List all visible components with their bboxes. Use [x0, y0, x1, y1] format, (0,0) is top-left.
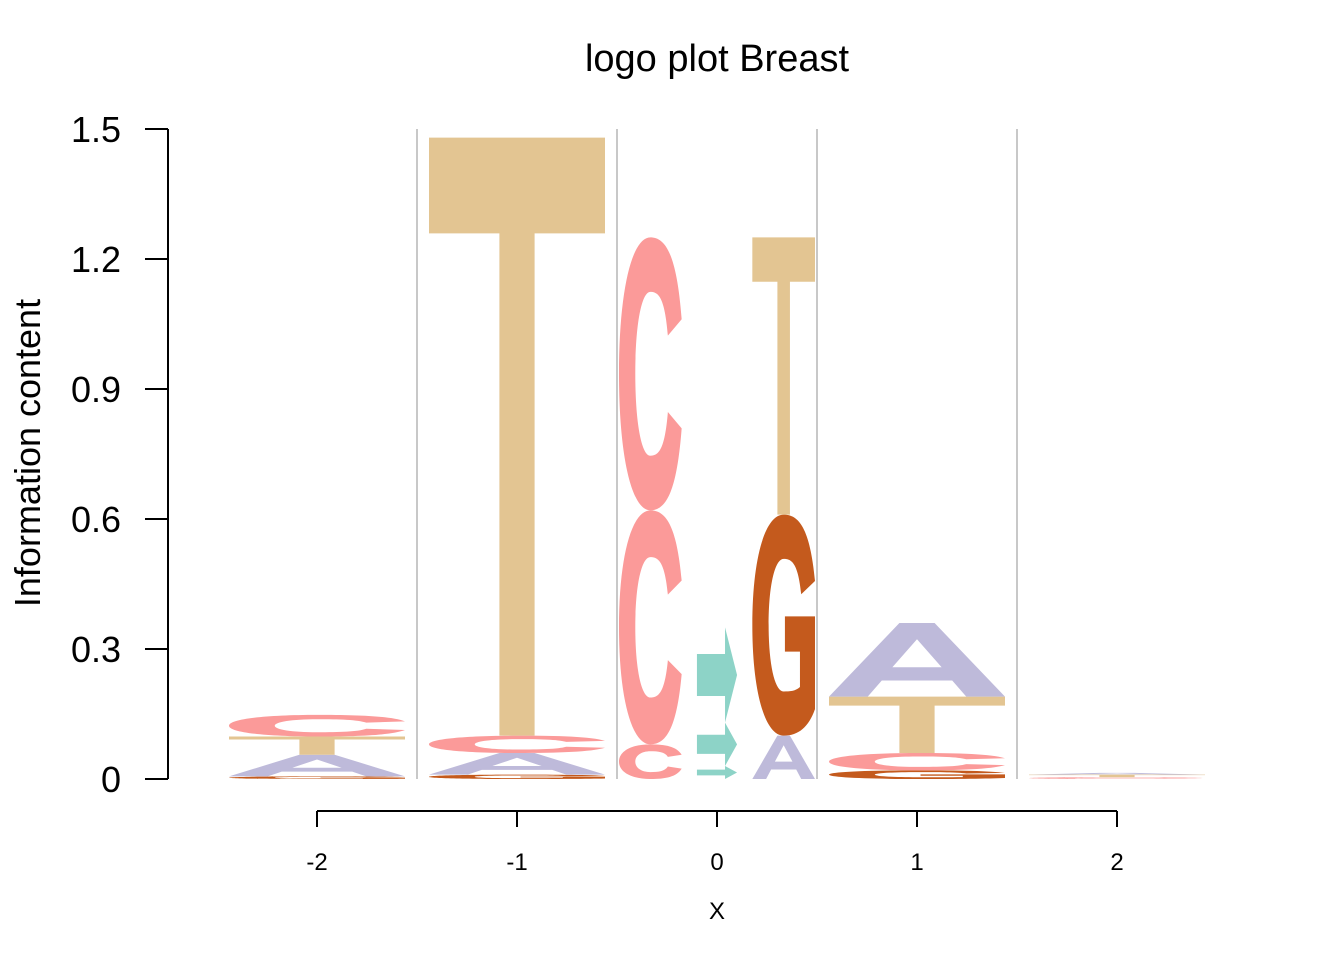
logo-letter-C: [229, 714, 405, 737]
logo-letter-C: [429, 735, 605, 753]
logo-letter-G: [429, 774, 605, 779]
x-axis-label: X: [709, 898, 725, 925]
logo-letter-A: [752, 735, 815, 779]
y-tick-label: 0.3: [71, 629, 121, 670]
x-tick-label: 0: [710, 849, 723, 876]
x-tick-label: 2: [1110, 849, 1123, 876]
y-tick-label: 0.6: [71, 499, 121, 540]
logo-letter-T: [752, 237, 815, 515]
logo-letter-C: [829, 753, 1005, 771]
logo-letter-G: [829, 770, 1005, 779]
logo-letter-T: [429, 137, 605, 736]
x-tick-label: 1: [910, 849, 923, 876]
y-tick-label: 0: [101, 759, 121, 800]
logo-letter-A: [229, 754, 405, 777]
chart-title: logo plot Breast: [585, 38, 849, 80]
y-tick-label: 1.5: [71, 109, 121, 150]
logo-letter-A: [429, 753, 605, 775]
y-tick-label: 0.9: [71, 369, 121, 410]
logo-letter-C: [1029, 777, 1205, 779]
x-axis: -2 -1 0 1 2: [306, 810, 1124, 876]
logo-letter-C: [619, 510, 682, 745]
logo-letters: [229, 137, 1205, 779]
logo-letter-G: [229, 776, 405, 779]
y-tick-label: 1.2: [71, 239, 121, 280]
x-tick-label: -2: [306, 849, 327, 876]
y-axis-label: Information content: [7, 299, 48, 607]
logo-letter-G: [752, 514, 815, 736]
position-separators: [416, 129, 1018, 779]
y-axis: 0 0.3 0.6 0.9 1.2 1.5: [71, 109, 169, 800]
logo-letter-C: [619, 744, 682, 779]
logo-letter-A: [829, 623, 1005, 697]
logo-letter-T: [829, 696, 1005, 753]
x-tick-label: -1: [506, 849, 527, 876]
logo-letter-T: [229, 736, 405, 755]
logo-letter-arrow: [696, 627, 738, 723]
logo-letter-A: [1029, 772, 1205, 775]
logo-letter-C: [619, 237, 682, 511]
logo-letter-arrow: [696, 722, 738, 766]
logo-letter-T: [1029, 774, 1205, 778]
logo-letter-arrow: [696, 766, 738, 779]
